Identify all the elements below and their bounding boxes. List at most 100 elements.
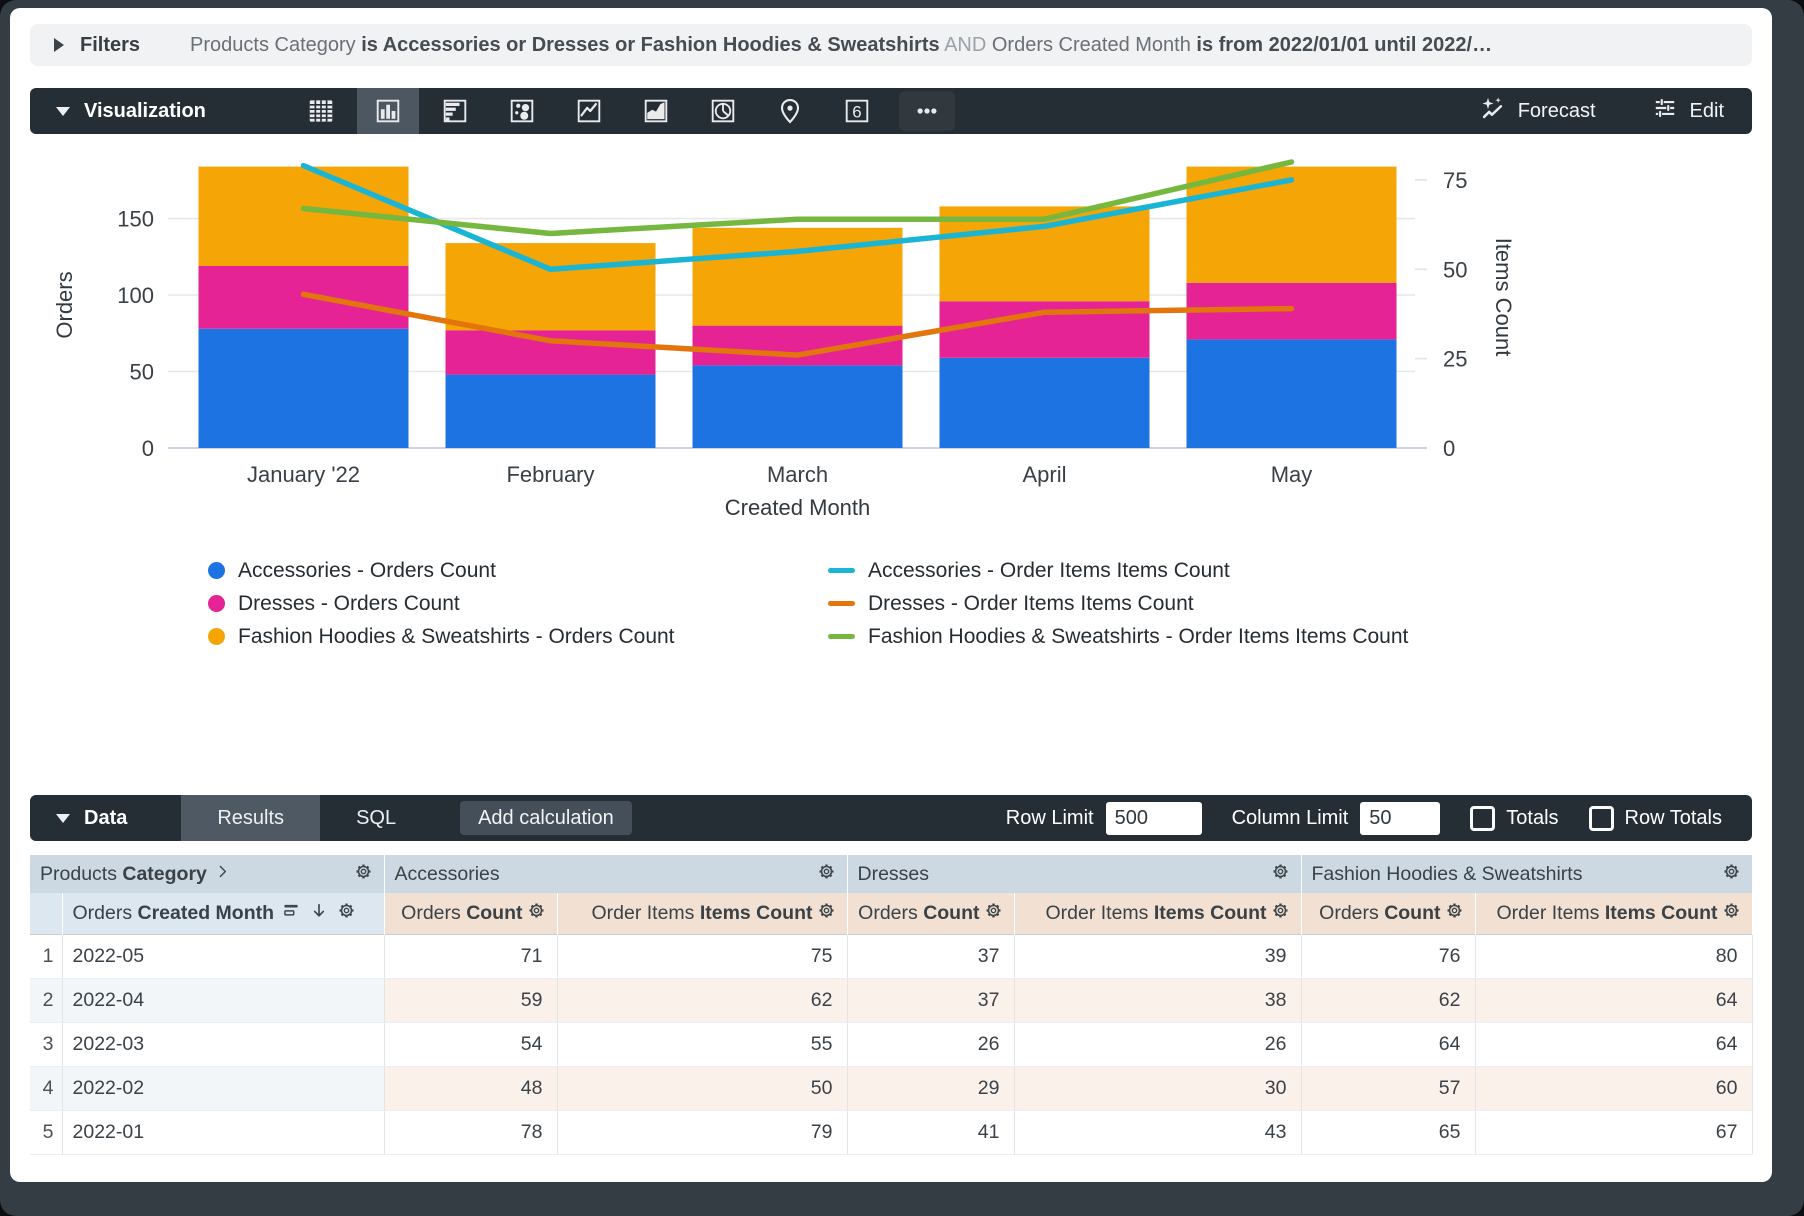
totals-checkbox-box[interactable]	[1470, 805, 1496, 831]
gear-icon[interactable]	[983, 900, 1004, 927]
cell-month[interactable]: 2022-04	[62, 978, 385, 1023]
cell-value[interactable]: 75	[557, 934, 848, 979]
viz-type-line-icon[interactable]	[558, 88, 620, 134]
header-measure[interactable]: Orders Count	[847, 893, 1015, 935]
cell-month[interactable]: 2022-03	[62, 1022, 385, 1067]
viz-type-column-icon[interactable]	[356, 88, 419, 134]
viz-type-area-icon[interactable]	[625, 88, 687, 134]
header-measure[interactable]: Order Items Items Count	[1014, 893, 1302, 935]
cell-value[interactable]: 29	[847, 1066, 1015, 1111]
right-axis-tick: 75	[1443, 168, 1467, 193]
row-limit-input[interactable]	[1105, 801, 1202, 835]
bar-segment	[445, 374, 656, 448]
gear-icon[interactable]	[816, 861, 837, 888]
tab-results[interactable]: Results	[181, 795, 321, 841]
gear-icon[interactable]	[336, 900, 357, 927]
filter-segment: AND	[939, 33, 992, 56]
legend-item[interactable]: Fashion Hoodies & Sweatshirts - Orders C…	[208, 625, 828, 649]
cell-value[interactable]: 78	[384, 1110, 558, 1155]
gear-icon[interactable]	[353, 861, 374, 888]
cell-value[interactable]: 55	[557, 1022, 848, 1067]
gear-icon[interactable]	[1270, 900, 1291, 927]
cell-value[interactable]: 30	[1014, 1066, 1302, 1111]
cell-value[interactable]: 26	[847, 1022, 1015, 1067]
cell-month[interactable]: 2022-01	[62, 1110, 385, 1155]
viz-type-scatter-icon[interactable]	[491, 88, 553, 134]
viz-type-bar-icon[interactable]	[424, 88, 486, 134]
cell-value[interactable]: 41	[847, 1110, 1015, 1155]
cell-month[interactable]: 2022-02	[62, 1066, 385, 1111]
cell-value[interactable]: 64	[1475, 1022, 1753, 1067]
gear-icon[interactable]	[1270, 861, 1291, 888]
header-orders-created-month[interactable]: Orders Created Month	[62, 893, 385, 935]
visualization-section-toggle[interactable]: Visualization	[30, 100, 232, 123]
header-group[interactable]: Fashion Hoodies & Sweatshirts	[1301, 855, 1753, 893]
gear-icon[interactable]	[526, 900, 547, 927]
cell-value[interactable]: 54	[384, 1022, 558, 1067]
gear-icon[interactable]	[816, 900, 837, 927]
tab-sql[interactable]: SQL	[320, 795, 432, 841]
header-measure[interactable]: Order Items Items Count	[557, 893, 848, 935]
column-limit-label: Column Limit	[1231, 806, 1349, 829]
cell-value[interactable]: 37	[847, 978, 1015, 1023]
cell-value[interactable]: 43	[1014, 1110, 1302, 1155]
cell-value[interactable]: 60	[1475, 1066, 1753, 1111]
sort-desc-icon[interactable]	[309, 901, 329, 927]
edit-button[interactable]: Edit	[1652, 95, 1724, 127]
subtotal-icon[interactable]	[281, 900, 302, 927]
cell-value[interactable]: 71	[384, 934, 558, 979]
legend-item[interactable]: Accessories - Orders Count	[208, 559, 828, 583]
header-measure[interactable]: Orders Count	[1301, 893, 1476, 935]
header-products-category[interactable]: Products Category	[30, 855, 385, 893]
cell-value[interactable]: 67	[1475, 1110, 1753, 1155]
cell-value[interactable]: 50	[557, 1066, 848, 1111]
header-measure[interactable]: Orders Count	[384, 893, 558, 935]
cell-value[interactable]: 64	[1475, 978, 1753, 1023]
cell-value[interactable]: 62	[557, 978, 848, 1023]
line-series	[300, 291, 1295, 358]
cell-value[interactable]: 76	[1301, 934, 1476, 979]
header-measure[interactable]: Order Items Items Count	[1475, 893, 1753, 935]
cell-value[interactable]: 57	[1301, 1066, 1476, 1111]
header-group[interactable]: Accessories	[384, 855, 848, 893]
header-group[interactable]: Dresses	[847, 855, 1302, 893]
cell-value[interactable]: 64	[1301, 1022, 1476, 1067]
cell-value[interactable]: 38	[1014, 978, 1302, 1023]
legend-item[interactable]: Dresses - Orders Count	[208, 592, 828, 616]
totals-checkbox[interactable]: Totals	[1470, 805, 1559, 831]
viz-type-single-value-icon[interactable]: 6	[826, 88, 888, 134]
gear-icon[interactable]	[1444, 900, 1465, 927]
cell-value[interactable]: 65	[1301, 1110, 1476, 1155]
cell-value[interactable]: 48	[384, 1066, 558, 1111]
bar-segment	[198, 266, 409, 329]
column-limit-input[interactable]	[1360, 801, 1441, 835]
expand-filters-icon[interactable]	[54, 38, 64, 52]
cell-value[interactable]: 79	[557, 1110, 848, 1155]
gear-icon[interactable]	[1721, 861, 1742, 888]
legend-item[interactable]: Dresses - Order Items Items Count	[828, 592, 1752, 616]
viz-type-map-pin-icon[interactable]	[759, 88, 821, 134]
cell-value[interactable]: 59	[384, 978, 558, 1023]
viz-type-pie-icon[interactable]	[692, 88, 754, 134]
add-calculation-button[interactable]: Add calculation	[460, 801, 632, 835]
bar-segment	[1186, 339, 1397, 448]
legend-item[interactable]: Fashion Hoodies & Sweatshirts - Order It…	[828, 625, 1752, 649]
cell-month[interactable]: 2022-05	[62, 934, 385, 979]
viz-type-table-icon[interactable]	[290, 88, 352, 134]
tune-icon	[1652, 95, 1678, 127]
filter-segment: Orders Created Month	[991, 33, 1197, 56]
row-totals-checkbox-box[interactable]	[1588, 805, 1614, 831]
cell-value[interactable]: 26	[1014, 1022, 1302, 1067]
cell-value[interactable]: 62	[1301, 978, 1476, 1023]
gear-icon[interactable]	[1721, 900, 1742, 927]
viz-more-button[interactable]	[898, 91, 955, 131]
cell-value[interactable]: 39	[1014, 934, 1302, 979]
filters-bar[interactable]: Filters Products Category is Accessories…	[30, 24, 1752, 66]
row-totals-checkbox[interactable]: Row Totals	[1588, 805, 1722, 831]
legend-line-swatch	[828, 568, 855, 573]
legend-item[interactable]: Accessories - Order Items Items Count	[828, 559, 1752, 583]
forecast-button[interactable]: Forecast	[1479, 95, 1596, 128]
cell-value[interactable]: 37	[847, 934, 1015, 979]
data-section-toggle[interactable]: Data	[30, 807, 153, 830]
cell-value[interactable]: 80	[1475, 934, 1753, 979]
